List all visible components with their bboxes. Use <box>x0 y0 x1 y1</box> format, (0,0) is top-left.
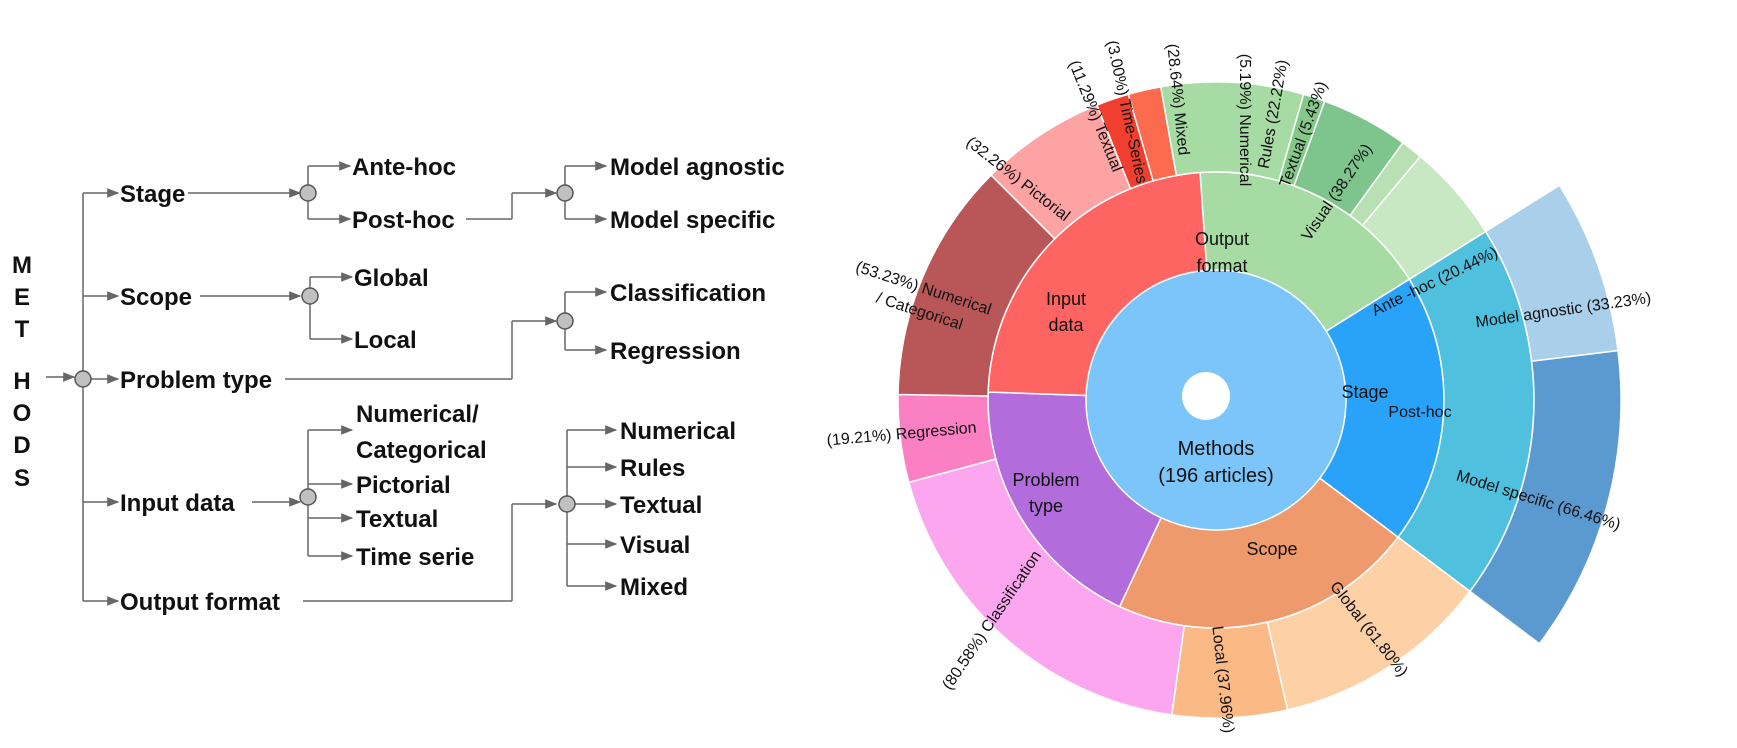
node-post-hoc: Post-hoc <box>352 207 455 234</box>
root-letter: H <box>13 368 30 395</box>
methods-sunburst: Methods (196 articles) Stage Scope Probl… <box>826 39 1652 734</box>
node-output-format: Output format <box>120 589 280 616</box>
center-title: Methods <box>1178 438 1255 460</box>
node-model-specific: Model specific <box>610 207 775 234</box>
inner-label-output-format: format <box>1196 256 1247 276</box>
outer-segment-visual <box>1361 155 1487 281</box>
junction-input-data <box>299 488 317 506</box>
tree-connectors <box>46 161 618 606</box>
root-letter: O <box>13 400 32 427</box>
node-local: Local <box>354 327 417 354</box>
root-letter: D <box>13 432 30 459</box>
methods-taxonomy-tree: M E T H O D S <box>12 154 785 616</box>
center-hole <box>1182 372 1230 420</box>
inner-label-stage: Stage <box>1341 382 1388 402</box>
node-input-data: Input data <box>120 490 235 517</box>
node-regression: Regression <box>610 338 741 365</box>
tree-labels: Stage Ante-hoc Post-hoc Model agnostic M… <box>120 154 785 616</box>
inner-label-input-data: data <box>1048 315 1084 335</box>
node-global: Global <box>354 265 429 292</box>
node-out-mixed: Mixed <box>620 574 688 601</box>
junction-post-hoc <box>556 184 574 202</box>
third-segment-model-specific <box>1468 349 1622 645</box>
root-letter: E <box>14 284 30 311</box>
inner-label-problem-type: Problem <box>1012 470 1079 490</box>
sunburst-rings <box>897 81 1622 719</box>
node-scope: Scope <box>120 284 192 311</box>
node-time-serie: Time serie <box>356 544 474 571</box>
node-model-agnostic: Model agnostic <box>610 154 785 181</box>
junction-output-format <box>558 495 576 513</box>
inner-label-input-data: Input <box>1046 289 1086 309</box>
node-out-numerical: Numerical <box>620 418 736 445</box>
junction-problem-type <box>556 312 574 330</box>
label-numerical-out: (5.19%) Numerical <box>1236 54 1253 186</box>
node-numerical-categorical: Categorical <box>356 437 487 464</box>
node-problem-type: Problem type <box>120 367 272 394</box>
root-label: M E T H O D S <box>12 252 32 492</box>
root-letter: M <box>12 252 32 279</box>
inner-label-scope: Scope <box>1246 539 1297 559</box>
node-out-textual: Textual <box>620 492 702 519</box>
node-numerical-categorical: Numerical/ <box>356 401 479 428</box>
node-textual: Textual <box>356 506 438 533</box>
node-out-visual: Visual <box>620 532 690 559</box>
junction-root <box>74 370 92 388</box>
root-letter: T <box>15 316 30 343</box>
tree-junctions <box>74 184 576 513</box>
node-ante-hoc: Ante-hoc <box>352 154 456 181</box>
inner-label-problem-type: type <box>1029 496 1063 516</box>
node-out-rules: Rules <box>620 455 685 482</box>
root-letter: S <box>14 465 30 492</box>
center-subtitle: (196 articles) <box>1158 465 1274 487</box>
label-post-hoc: Post-hoc <box>1388 404 1451 421</box>
node-classification: Classification <box>610 280 766 307</box>
node-pictorial: Pictorial <box>356 472 451 499</box>
node-stage: Stage <box>120 181 185 208</box>
junction-scope <box>301 287 319 305</box>
junction-stage <box>299 184 317 202</box>
inner-label-output-format: Output <box>1195 229 1249 249</box>
